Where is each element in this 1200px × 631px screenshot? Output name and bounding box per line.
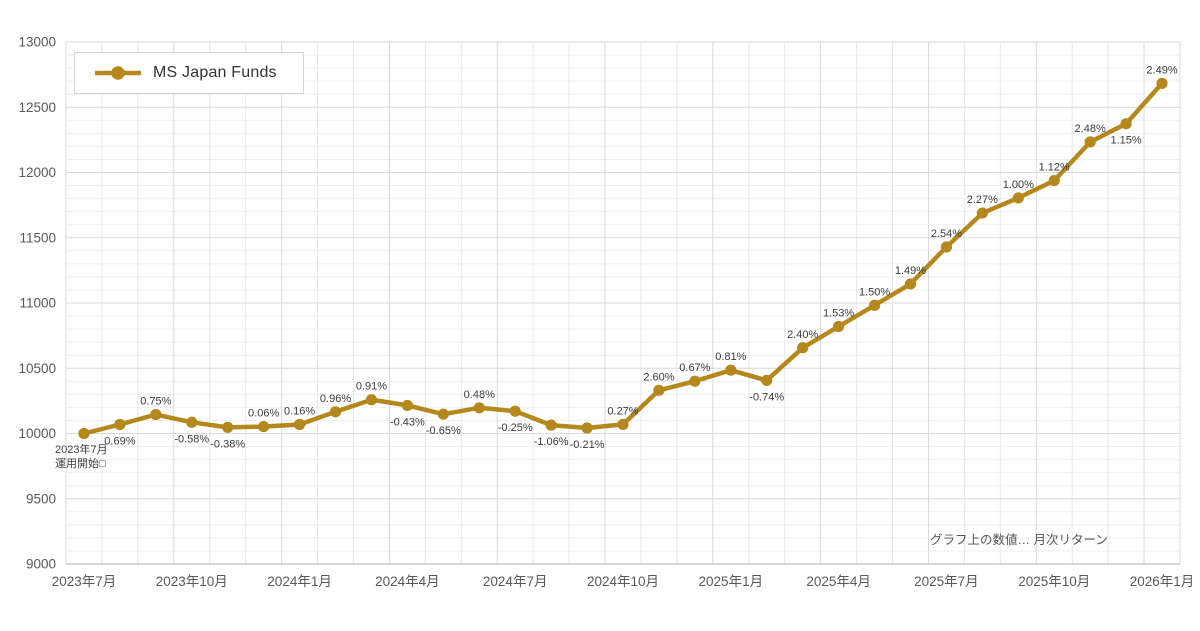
data-point-marker <box>904 278 917 290</box>
data-point-label: 2.48% <box>1075 123 1106 135</box>
data-point-marker <box>976 207 988 219</box>
y-axis-tick-label: 11000 <box>19 296 56 311</box>
data-point-label: -0.74% <box>749 391 784 403</box>
x-axis-tick-label: 2023年7月 <box>52 574 117 589</box>
data-point-marker <box>1156 77 1168 89</box>
x-axis-tick-label: 2024年1月 <box>267 574 332 589</box>
y-axis-tick-label: 9000 <box>26 557 56 572</box>
x-axis-tick-label: 2025年1月 <box>699 574 764 589</box>
data-point-marker <box>293 418 306 431</box>
data-point-marker <box>1084 136 1096 148</box>
y-axis-tick-label: 12500 <box>18 100 56 115</box>
chart-footnote: グラフ上の数値… 月次リターン <box>930 533 1108 547</box>
y-axis-tick-label: 9500 <box>26 491 56 506</box>
y-axis-tick-label: 10500 <box>18 361 56 376</box>
data-point-label: 0.16% <box>284 405 315 417</box>
x-axis-tick-label: 2025年4月 <box>806 574 871 589</box>
data-point-marker <box>940 241 953 253</box>
data-point-label: 0.75% <box>140 396 171 408</box>
data-point-label: -0.25% <box>498 422 533 434</box>
y-axis-tick-label: 13000 <box>18 35 56 50</box>
data-point-marker <box>653 384 665 396</box>
data-point-marker <box>437 408 449 420</box>
data-point-label: 1.12% <box>1039 162 1070 174</box>
data-point-label: -0.43% <box>390 416 425 428</box>
data-point-label: 2.49% <box>1146 64 1177 76</box>
data-point-marker <box>581 422 593 434</box>
data-point-label: -0.58% <box>174 433 209 445</box>
data-point-marker <box>617 418 629 430</box>
data-point-label: 1.00% <box>1003 179 1034 191</box>
data-point-marker <box>797 342 809 354</box>
data-point-label: 2.60% <box>643 371 674 383</box>
data-point-marker <box>545 419 557 431</box>
y-axis-tick-label: 12000 <box>18 165 56 180</box>
data-point-label: 0.48% <box>464 389 495 401</box>
data-point-marker <box>689 375 701 387</box>
data-point-marker <box>329 406 342 418</box>
data-point-marker <box>78 427 90 440</box>
data-point-label: 2.40% <box>787 329 818 341</box>
data-point-label: -0.38% <box>210 438 245 450</box>
legend-box: MS Japan Funds <box>74 52 304 94</box>
data-point-label: -0.21% <box>570 439 605 451</box>
data-point-label: -0.65% <box>426 425 461 437</box>
data-point-marker <box>186 416 198 428</box>
data-point-label: 0.67% <box>679 362 710 374</box>
data-point-marker <box>761 374 773 386</box>
data-point-marker <box>725 364 737 376</box>
data-point-label: 0.96% <box>320 393 351 405</box>
x-axis-tick-label: 2025年7月 <box>914 574 979 589</box>
x-axis-tick-label: 2024年7月 <box>483 574 548 589</box>
data-point-label: 1.49% <box>895 265 926 277</box>
x-axis-tick-label: 2026年1月 <box>1130 574 1195 589</box>
data-point-label: 0.91% <box>356 381 387 393</box>
data-point-label: 0.81% <box>715 351 746 363</box>
data-point-marker <box>1120 118 1132 130</box>
data-point-marker <box>365 394 378 406</box>
data-point-marker <box>150 408 162 421</box>
inception-annotation-line1: 2023年7月 <box>55 444 108 456</box>
inception-annotation: 2023年7月 運用開始□ <box>55 444 108 471</box>
y-axis-tick-label: 11500 <box>19 230 56 245</box>
data-point-marker <box>258 420 270 433</box>
x-axis-tick-label: 2025年10月 <box>1018 574 1090 589</box>
inception-annotation-line2: 運用開始□ <box>55 457 106 470</box>
data-point-marker <box>833 320 845 333</box>
data-point-label: 2.27% <box>967 194 998 206</box>
data-point-label: 1.50% <box>859 286 890 298</box>
data-point-label: 2.54% <box>931 228 962 240</box>
data-point-label: 1.53% <box>823 307 854 319</box>
data-point-label: 1.15% <box>1110 135 1141 147</box>
legend-series-label: MS Japan Funds <box>153 64 277 81</box>
data-point-marker <box>401 399 413 412</box>
data-point-marker <box>1012 192 1024 204</box>
legend-series-marker-icon <box>95 66 141 80</box>
data-point-marker <box>473 402 485 414</box>
x-axis-tick-label: 2024年10月 <box>587 574 659 589</box>
data-point-marker <box>1048 174 1060 187</box>
data-point-label: -1.06% <box>534 436 569 448</box>
data-point-label: 0.06% <box>248 408 279 420</box>
x-axis-tick-label: 2023年10月 <box>156 574 228 589</box>
data-point-label: 0.27% <box>607 405 638 417</box>
x-axis-tick-label: 2024年4月 <box>375 574 440 589</box>
y-axis-tick-label: 10000 <box>18 426 56 441</box>
data-point-marker <box>868 299 881 311</box>
data-point-marker <box>222 421 234 433</box>
data-point-marker <box>509 405 521 417</box>
data-point-label: 0.69% <box>104 435 135 447</box>
data-point-marker <box>114 418 126 431</box>
